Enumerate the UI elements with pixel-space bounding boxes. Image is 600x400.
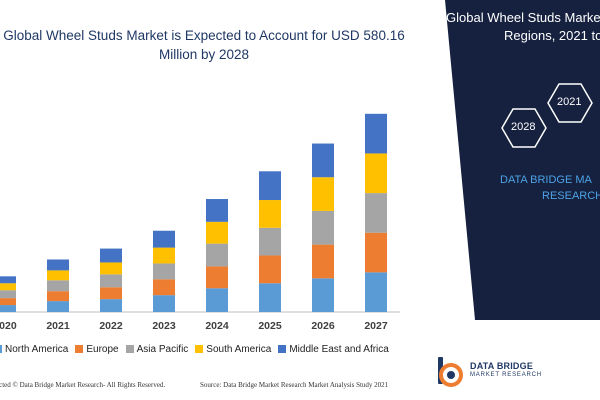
bar-middle-east-and-africa-2021	[47, 259, 69, 271]
legend-swatch	[0, 345, 2, 353]
legend-label: Middle East and Africa	[289, 343, 389, 355]
bar-south-america-2027	[365, 153, 387, 194]
legend-item: Asia Pacific	[125, 343, 189, 355]
bar-asia-pacific-2020	[0, 290, 16, 299]
legend-swatch	[195, 345, 204, 353]
hexagon-2021	[547, 83, 593, 123]
bar-south-america-2022	[100, 262, 122, 275]
bar-middle-east-and-africa-2026	[312, 143, 334, 178]
brand-tagline: MARKET RESEARCH	[470, 372, 542, 378]
bar-asia-pacific-2023	[153, 263, 175, 280]
bar-south-america-2026	[312, 177, 334, 211]
bar-asia-pacific-2022	[100, 274, 122, 288]
bar-north-america-2027	[365, 272, 387, 312]
bar-north-america-2025	[259, 283, 281, 312]
side-panel-background	[443, 0, 600, 321]
bar-asia-pacific-2025	[259, 227, 281, 256]
legend-label: Asia Pacific	[136, 343, 189, 355]
panel-divider	[443, 0, 475, 321]
bar-europe-2020	[0, 298, 16, 306]
brand-logo: DATA BRIDGE MARKET RESEARCH	[436, 355, 542, 387]
side-panel-brand-line1: DATA BRIDGE MA	[500, 174, 592, 186]
panel-shape	[444, 0, 600, 320]
bar-north-america-2022	[100, 299, 122, 312]
chart-legend: North America Europe Asia Pacific South Ame…	[0, 342, 396, 356]
bar-middle-east-and-africa-2025	[259, 171, 281, 201]
bar-middle-east-and-africa-2027	[365, 113, 387, 154]
side-panel: Global Wheel Studs Market Regions, 2021 …	[414, 0, 600, 400]
legend-label: South America	[206, 343, 272, 355]
side-panel-title-line2: Regions, 2021 to	[504, 28, 600, 43]
bar-middle-east-and-africa-2020	[0, 276, 16, 284]
chart-title: Global Wheel Studs Market is Expected to…	[3, 28, 405, 62]
side-panel-title: Global Wheel Studs Market Regions, 2021 …	[446, 9, 600, 45]
legend-swatch	[75, 345, 84, 353]
bar-north-america-2020	[0, 305, 16, 312]
x-tick-label: 2022	[99, 320, 123, 332]
x-tick-label: 2021	[46, 320, 70, 332]
brand-name: DATA BRIDGE	[470, 361, 534, 371]
bar-asia-pacific-2026	[312, 210, 334, 245]
bar-south-america-2024	[206, 221, 228, 244]
bar-asia-pacific-2021	[47, 280, 69, 292]
x-tick-label: 2027	[364, 320, 388, 332]
bar-europe-2021	[47, 291, 69, 302]
legend-item: Middle East and Africa	[278, 344, 389, 355]
bar-north-america-2026	[312, 278, 334, 312]
x-tick-label: 2024	[205, 320, 229, 332]
bar-north-america-2023	[153, 295, 175, 312]
legend-label: North America	[5, 343, 69, 355]
bar-europe-2027	[365, 232, 387, 273]
bar-europe-2025	[259, 255, 281, 284]
data-bridge-logo-icon	[438, 357, 463, 387]
hexagon-2028	[501, 108, 547, 148]
x-tick-label: 2023	[152, 320, 176, 332]
bar-europe-2024	[206, 266, 228, 289]
bar-south-america-2021	[47, 270, 69, 281]
side-panel-title-line1: Global Wheel Studs Market	[446, 10, 600, 25]
bar-south-america-2023	[153, 247, 175, 264]
bar-asia-pacific-2024	[206, 243, 228, 267]
copyright-note: ected © Data Bridge Market Research- All…	[0, 381, 166, 389]
bar-middle-east-and-africa-2023	[153, 230, 175, 248]
legend-label: Europe	[86, 343, 119, 355]
bar-europe-2022	[100, 287, 122, 300]
bar-europe-2026	[312, 244, 334, 279]
legend-swatch	[125, 345, 134, 353]
x-tick-label: 2026	[311, 320, 335, 332]
chart-area: Global Wheel Studs Market is Expected to…	[0, 28, 405, 389]
bar-middle-east-and-africa-2022	[100, 248, 122, 263]
bar-south-america-2020	[0, 283, 16, 291]
bar-north-america-2024	[206, 288, 228, 312]
x-tick-label: 2025	[258, 320, 282, 332]
legend-swatch	[278, 345, 287, 353]
legend-item: North America	[0, 344, 68, 355]
side-panel-brand: DATA BRIDGE MA RESEARCH	[500, 172, 600, 204]
side-panel-brand-line2: RESEARCH	[542, 190, 600, 202]
bar-asia-pacific-2027	[365, 193, 387, 233]
bar-europe-2023	[153, 279, 175, 296]
hex-label-2028: 2028	[511, 121, 536, 133]
hex-label-2021: 2021	[557, 96, 582, 108]
bar-north-america-2021	[47, 301, 69, 312]
source-note: Source: Data Bridge Market Research Mark…	[200, 381, 389, 389]
bar-middle-east-and-africa-2024	[206, 199, 228, 222]
legend-item: South America	[195, 344, 271, 355]
legend-item: Europe	[75, 343, 119, 355]
bar-south-america-2025	[259, 200, 281, 228]
